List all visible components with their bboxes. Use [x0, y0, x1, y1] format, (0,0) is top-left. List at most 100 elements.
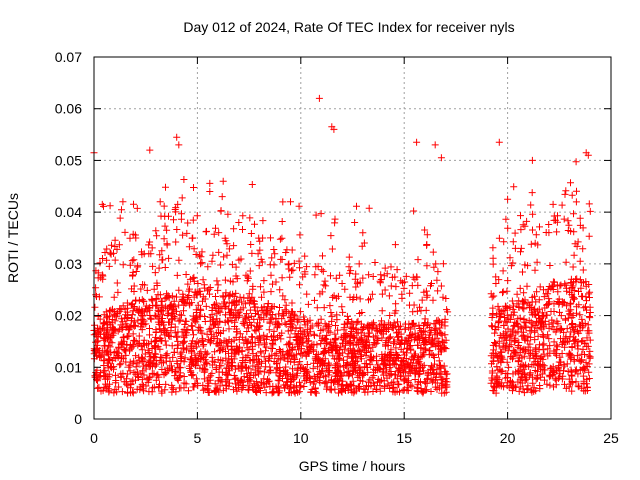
- data-point: [585, 281, 593, 288]
- data-point: [238, 386, 246, 394]
- data-point: [232, 289, 240, 297]
- data-point: [561, 380, 568, 388]
- data-point: [98, 347, 106, 355]
- data-point: [401, 325, 409, 333]
- data-point: [556, 308, 563, 316]
- data-point: [585, 360, 593, 368]
- data-point: [431, 141, 439, 149]
- data-point: [404, 383, 412, 391]
- data-point: [232, 263, 240, 271]
- data-point: [311, 375, 319, 383]
- data-point: [381, 264, 389, 272]
- data-point: [156, 291, 164, 299]
- data-point: [235, 379, 243, 387]
- data-point: [156, 251, 164, 259]
- data-point: [93, 341, 101, 349]
- data-point: [370, 321, 378, 329]
- data-point: [350, 324, 358, 332]
- data-point: [488, 376, 496, 384]
- data-point: [442, 295, 450, 302]
- data-point: [427, 362, 435, 370]
- data-point: [252, 327, 260, 335]
- data-point: [300, 372, 308, 380]
- data-point: [188, 349, 195, 357]
- data-point: [217, 207, 225, 215]
- data-point: [523, 282, 531, 290]
- data-point: [222, 376, 230, 384]
- data-point: [490, 382, 498, 390]
- data-point: [277, 335, 285, 343]
- data-point: [180, 334, 188, 342]
- data-point: [509, 238, 517, 246]
- data-point: [330, 292, 338, 300]
- data-point: [325, 349, 333, 356]
- data-point: [580, 279, 587, 287]
- data-point: [132, 268, 140, 275]
- data-point: [433, 379, 441, 387]
- data-point: [328, 313, 336, 321]
- data-point: [309, 380, 317, 388]
- data-point: [241, 359, 249, 366]
- data-point: [186, 275, 194, 283]
- data-point: [152, 295, 160, 303]
- data-point: [345, 263, 353, 271]
- data-point: [161, 295, 169, 303]
- data-point: [419, 328, 427, 336]
- data-point: [365, 296, 372, 304]
- data-point: [315, 94, 323, 102]
- data-point: [109, 305, 116, 313]
- data-point: [304, 300, 312, 308]
- data-point: [129, 272, 137, 280]
- data-point: [273, 365, 281, 373]
- data-point: [296, 264, 303, 272]
- data-point: [387, 333, 394, 341]
- data-point: [113, 245, 121, 253]
- data-point: [325, 359, 333, 367]
- data-point: [217, 261, 225, 269]
- data-point: [265, 356, 273, 364]
- data-point: [224, 371, 231, 379]
- data-point: [170, 216, 177, 224]
- data-point: [393, 354, 401, 361]
- data-point: [201, 313, 209, 320]
- data-point: [260, 288, 268, 296]
- data-point: [250, 300, 258, 308]
- data-point: [546, 381, 554, 389]
- data-point: [139, 308, 147, 316]
- data-point: [396, 369, 404, 377]
- data-point: [346, 345, 354, 353]
- data-point: [366, 329, 374, 337]
- data-point: [96, 373, 104, 381]
- y-tick-label: 0.01: [55, 359, 82, 375]
- data-point: [528, 156, 536, 164]
- data-point: [215, 374, 223, 381]
- data-point: [572, 366, 580, 374]
- data-point: [356, 377, 364, 385]
- data-point: [276, 235, 284, 243]
- data-point: [329, 352, 337, 360]
- data-point: [282, 301, 290, 309]
- data-point: [391, 388, 399, 396]
- data-point: [261, 339, 269, 347]
- data-point: [338, 384, 345, 392]
- data-point: [170, 297, 178, 305]
- data-point: [569, 263, 577, 271]
- data-point: [104, 346, 112, 354]
- data-point: [513, 300, 521, 308]
- data-point: [189, 316, 197, 324]
- data-point: [180, 379, 188, 387]
- data-point: [161, 222, 169, 230]
- data-point: [357, 353, 365, 360]
- data-point: [279, 292, 287, 300]
- data-point: [192, 251, 200, 258]
- data-point: [321, 335, 329, 342]
- data-point: [364, 368, 372, 376]
- data-point: [278, 315, 286, 323]
- data-point: [162, 369, 170, 377]
- data-point: [101, 342, 109, 350]
- data-point: [527, 240, 535, 248]
- data-point: [270, 246, 278, 253]
- data-point: [352, 387, 360, 395]
- data-point: [116, 361, 124, 369]
